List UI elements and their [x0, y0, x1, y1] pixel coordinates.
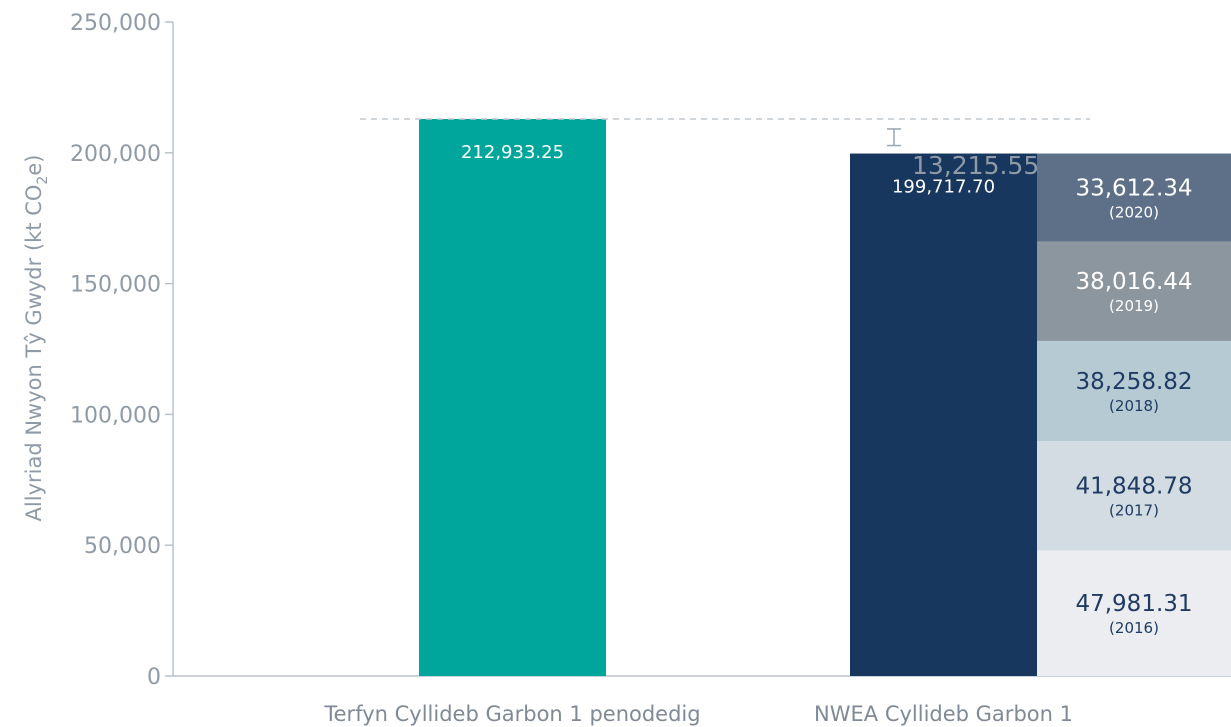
- stack-segment: [1037, 241, 1231, 341]
- bar: [419, 118, 606, 677]
- y-tick-label: 50,000: [84, 534, 161, 559]
- stack-segment-value: 41,848.78: [1075, 474, 1192, 500]
- y-axis-label-main: Allyriad Nwyon Tŷ Gwydr (kt CO: [22, 185, 46, 522]
- y-tick-label: 0: [147, 665, 161, 690]
- stack-segment-value: 38,016.44: [1075, 269, 1192, 295]
- y-axis-label-end: e): [22, 155, 46, 176]
- y-axis-label: Allyriad Nwyon Tŷ Gwydr (kt CO2e): [22, 155, 51, 522]
- y-tick-label: 100,000: [70, 403, 161, 428]
- stack-segment: [1037, 340, 1231, 442]
- axis-layer: 0 50,000 100,000 150,000 200,000 250,000 Terfy…: [70, 11, 1231, 726]
- y-tick-label: 200,000: [70, 142, 161, 167]
- stack-segment: [1037, 441, 1231, 551]
- bar-value-label: 199,717.70: [892, 177, 995, 198]
- x-category-label: Terfyn Cyllideb Garbon 1 penodedig: [323, 702, 700, 726]
- stack-segment-year: (2020): [1109, 204, 1159, 222]
- stack-segment-year: (2019): [1109, 297, 1159, 315]
- stack-segment-value: 47,981.31: [1075, 591, 1192, 617]
- stack-segment-year: (2017): [1109, 502, 1159, 520]
- bar-value-label: 212,933.25: [461, 142, 564, 163]
- stack-segment-year: (2018): [1109, 397, 1159, 415]
- bar: [850, 153, 1037, 676]
- bar-layer: 212,933.25 199,717.70 47,981.31 (2016) 41,84…: [419, 118, 1231, 677]
- annotation-layer: 13,215.55: [360, 118, 1090, 180]
- y-tick-label: 150,000: [70, 273, 161, 298]
- stack-segment: [1037, 550, 1231, 676]
- y-axis-label-sub: 2: [35, 176, 51, 185]
- x-category-label: NWEA Cyllideb Garbon 1: [814, 702, 1073, 726]
- stack-segment-year: (2016): [1109, 619, 1159, 637]
- stack-segment-value: 38,258.82: [1075, 369, 1192, 395]
- stack-segment: [1037, 153, 1231, 242]
- difference-label: 13,215.55: [912, 151, 1039, 180]
- stack-segment-value: 33,612.34: [1075, 176, 1192, 202]
- y-tick-label: 250,000: [70, 11, 161, 36]
